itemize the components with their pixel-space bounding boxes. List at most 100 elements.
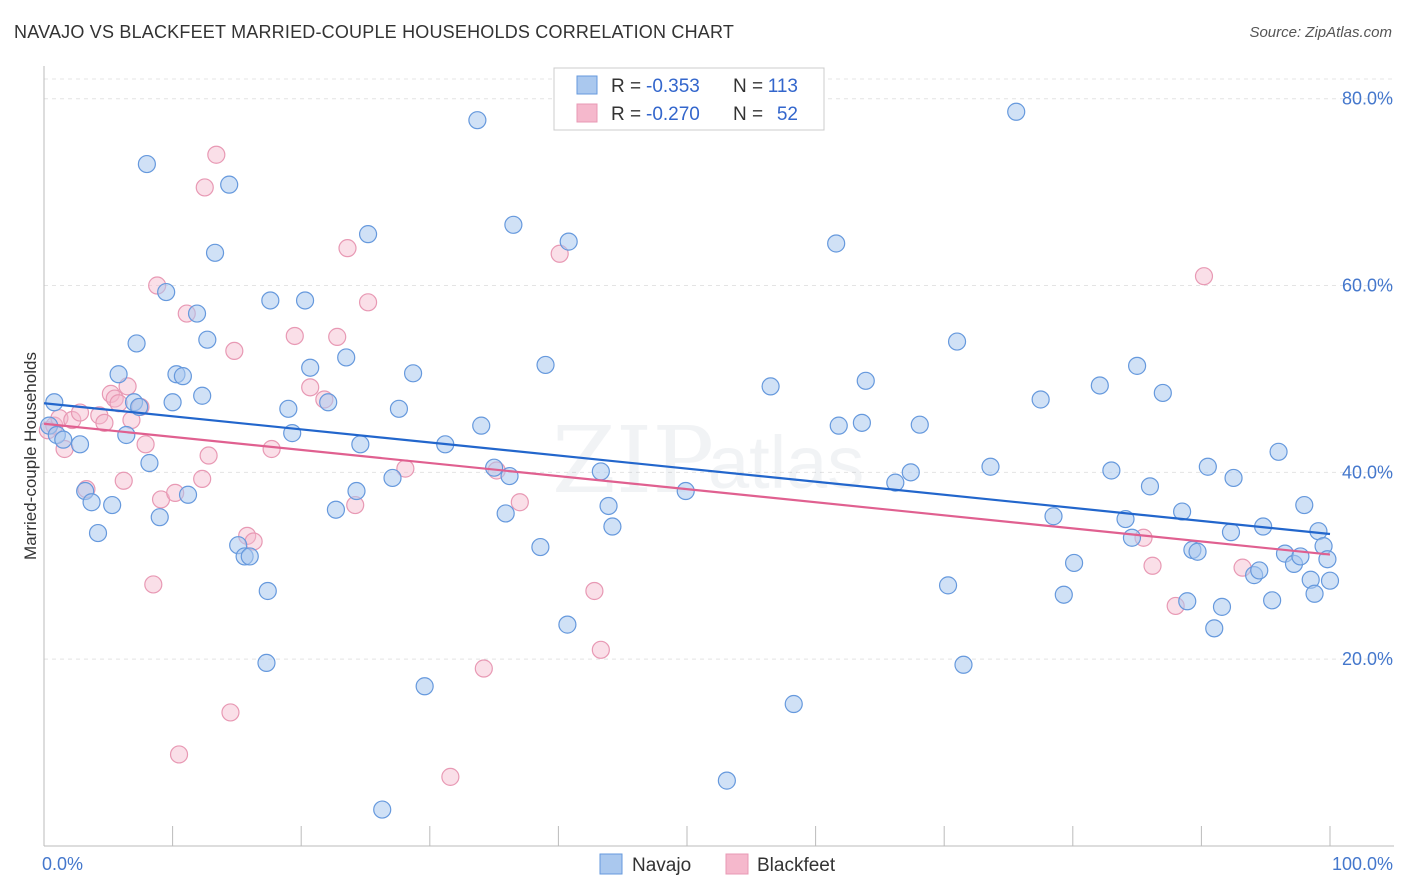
navajo-point-55 — [531, 537, 550, 557]
navajo-point-102 — [1269, 442, 1288, 461]
navajo-point-70 — [886, 473, 905, 492]
navajo-point-31 — [258, 581, 277, 601]
navajo-point-50 — [472, 416, 491, 435]
blackfeet-point-25 — [199, 446, 218, 465]
navajo-trend-line — [43, 402, 1331, 536]
legend-bottom-navajo-label: Navajo — [632, 855, 691, 876]
navajo-point-44 — [383, 468, 402, 488]
navajo-point-63 — [717, 771, 736, 790]
navajo-point-6 — [82, 493, 101, 512]
legend-navajo-n-label: N = — [733, 76, 763, 97]
navajo-point-83 — [1102, 461, 1121, 480]
blackfeet-point-50 — [1194, 267, 1214, 286]
navajo-point-22 — [187, 304, 207, 323]
navajo-point-60 — [599, 496, 618, 516]
navajo-point-74 — [947, 332, 967, 351]
navajo-point-51 — [485, 458, 504, 477]
navajo-point-86 — [1127, 356, 1147, 375]
navajo-point-69 — [856, 371, 875, 390]
navajo-point-94 — [1205, 619, 1224, 638]
legend-blackfeet-swatch — [576, 103, 598, 123]
blackfeet-point-4 — [63, 410, 82, 430]
legend-bottom: Navajo Blackfeet — [599, 853, 836, 876]
navajo-point-46 — [403, 364, 423, 383]
navajo-point-76 — [981, 457, 1000, 476]
blackfeet-point-38 — [358, 293, 378, 312]
navajo-point-112 — [1320, 571, 1340, 590]
x-tick-label-start: 0.0% — [42, 854, 83, 874]
trend-lines — [43, 402, 1331, 556]
blackfeet-point-27 — [221, 703, 240, 722]
blackfeet-point-21 — [169, 745, 189, 764]
navajo-point-92 — [1188, 542, 1207, 561]
legend-bottom-blackfeet-swatch — [725, 853, 749, 875]
blackfeet-point-13 — [118, 377, 137, 396]
blackfeet-point-36 — [338, 239, 357, 258]
navajo-point-14 — [137, 154, 156, 174]
legend-navajo-n-value: 113 — [768, 76, 798, 97]
navajo-point-82 — [1090, 376, 1109, 395]
navajo-point-97 — [1224, 468, 1243, 488]
x-axis-ticks — [43, 826, 1331, 846]
navajo-point-24 — [198, 330, 217, 349]
navajo-point-37 — [319, 393, 338, 412]
navajo-point-21 — [178, 485, 198, 504]
y-tick-label-20: 20.0% — [1342, 649, 1393, 669]
navajo-point-77 — [1007, 102, 1026, 121]
navajo-point-87 — [1140, 477, 1160, 496]
navajo-point-13 — [130, 397, 149, 417]
navajo-point-15 — [140, 453, 159, 473]
navajo-point-67 — [829, 416, 848, 435]
blackfeet-point-41 — [474, 659, 493, 678]
navajo-point-9 — [109, 365, 128, 384]
blackfeet-point-33 — [301, 378, 320, 397]
navajo-point-81 — [1064, 553, 1084, 573]
navajo-point-4 — [70, 435, 90, 454]
legend-top: R = -0.353 N = 113 R = -0.270 N = 52 — [553, 67, 825, 131]
navajo-point-61 — [603, 517, 622, 536]
navajo-point-56 — [536, 355, 555, 375]
navajo-point-35 — [295, 291, 315, 310]
navajo-point-79 — [1044, 507, 1063, 526]
navajo-point-8 — [103, 495, 122, 515]
navajo-point-17 — [157, 282, 176, 302]
navajo-point-111 — [1318, 550, 1337, 569]
navajo-point-39 — [337, 348, 356, 367]
navajo-point-99 — [1250, 561, 1269, 580]
y-tick-label-60: 60.0% — [1342, 276, 1393, 296]
navajo-point-58 — [559, 232, 578, 251]
legend-blackfeet-n-value: 52 — [777, 104, 798, 125]
navajo-point-16 — [150, 508, 169, 527]
navajo-point-80 — [1054, 585, 1073, 604]
navajo-point-0 — [45, 393, 64, 412]
blackfeet-point-30 — [244, 532, 263, 551]
legend-navajo-r-label: R = — [611, 76, 641, 97]
watermark-atlas: atlas — [708, 421, 864, 504]
blackfeet-point-17 — [144, 575, 163, 594]
navajo-point-10 — [117, 425, 136, 445]
navajo-point-59 — [591, 462, 610, 481]
legend-blackfeet-r-label: R = — [611, 104, 641, 125]
y-tick-label-80: 80.0% — [1342, 89, 1393, 109]
navajo-point-93 — [1198, 457, 1217, 476]
navajo-point-42 — [358, 225, 378, 244]
navajo-point-47 — [415, 677, 434, 696]
navajo-point-33 — [279, 399, 298, 418]
navajo-point-78 — [1031, 390, 1050, 409]
blackfeet-point-26 — [207, 145, 226, 164]
navajo-point-7 — [88, 523, 108, 543]
navajo-point-90 — [1178, 592, 1197, 611]
blackfeet-point-8 — [95, 413, 114, 432]
y-axis-label: Married-couple Households — [21, 352, 40, 560]
blackfeet-point-28 — [225, 341, 244, 361]
gridlines — [44, 78, 1394, 660]
navajo-point-57 — [558, 615, 577, 634]
x-axis-tick-labels: 0.0% 100.0% — [42, 854, 1393, 874]
legend-bottom-blackfeet-label: Blackfeet — [757, 855, 836, 876]
y-axis-tick-labels: 20.0% 40.0% 60.0% 80.0% — [1342, 89, 1393, 669]
navajo-point-25 — [205, 243, 225, 262]
blackfeet-point-23 — [193, 469, 212, 488]
navajo-point-36 — [301, 358, 320, 377]
navajo-point-41 — [351, 435, 370, 454]
